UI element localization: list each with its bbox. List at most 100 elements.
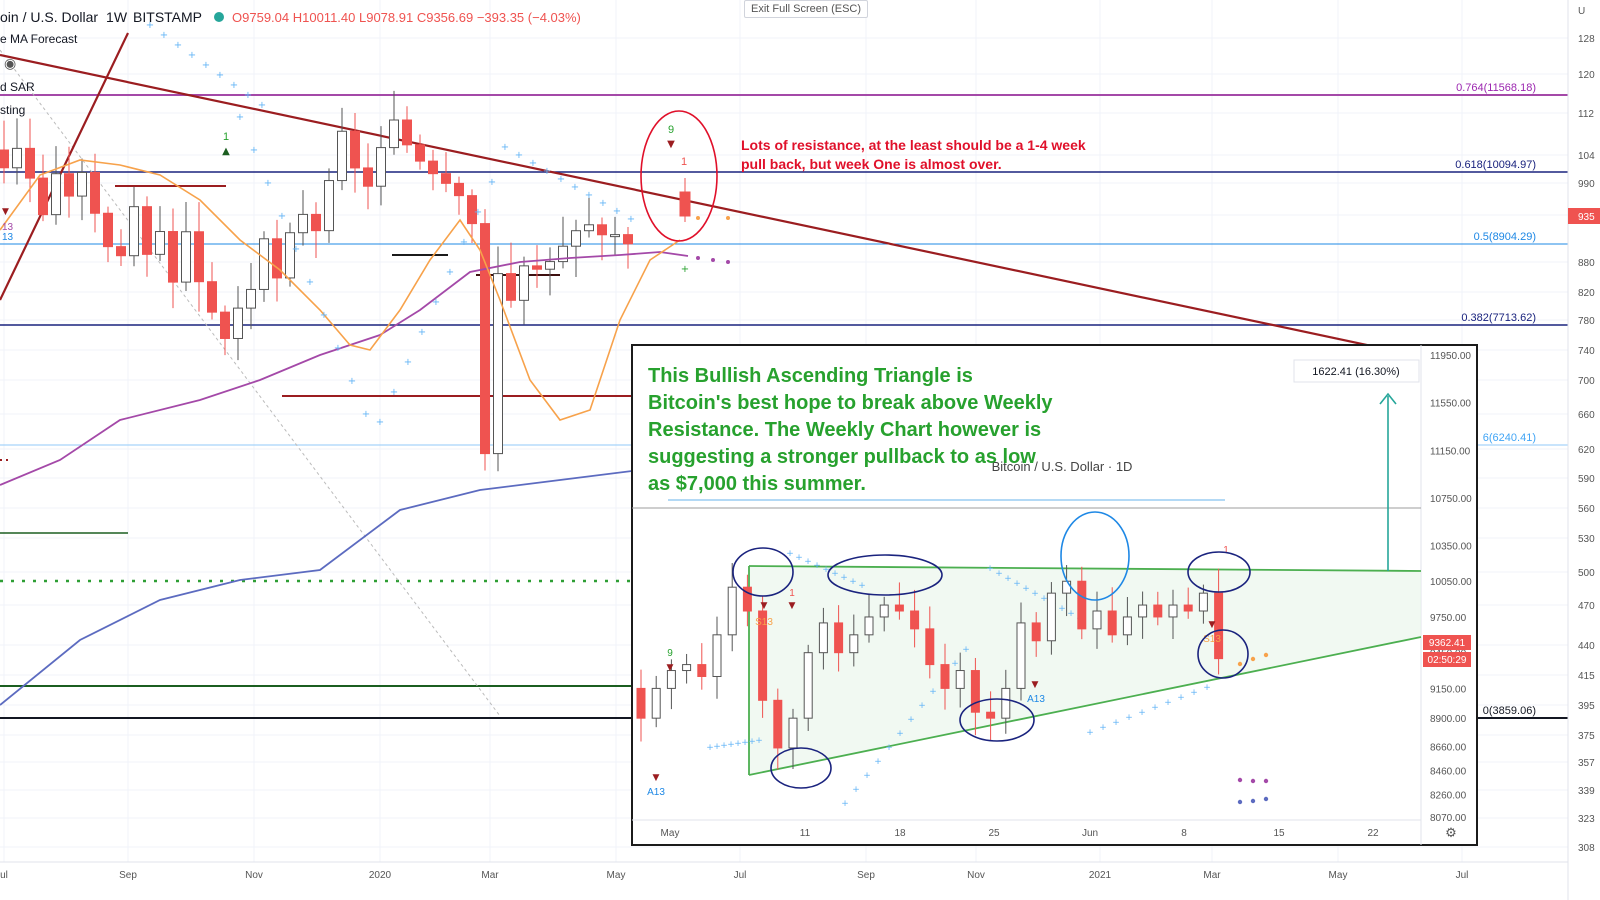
time-tick-label: Mar: [1203, 870, 1221, 881]
weekly-candle: [571, 230, 581, 247]
ma-long-line: [0, 469, 641, 706]
inset-sar-dot: +: [962, 645, 970, 655]
price-tick-label: 415: [1578, 671, 1595, 682]
sar-dot: +: [488, 177, 496, 188]
daily-candle: [697, 664, 707, 677]
forecast-dot: [711, 258, 715, 262]
fib-level-label: 0(3859.06): [1483, 705, 1536, 717]
inset-forecast-dot: [1263, 652, 1269, 658]
weekly-candle: [467, 195, 477, 225]
td-count-marker: 1: [681, 156, 687, 168]
weekly-candle: [259, 238, 269, 290]
inset-time-tick: 25: [988, 828, 1000, 839]
weekly-candle: [285, 232, 295, 279]
inset-sar-dot: +: [795, 553, 803, 563]
inset-sar-dot: +: [813, 561, 821, 571]
indicator-ma-forecast[interactable]: e MA Forecast: [0, 32, 78, 46]
weekly-candle: [415, 144, 425, 162]
sar-dot: +: [681, 264, 689, 275]
weekly-candle: [389, 119, 399, 149]
inset-highlight-ellipse: [732, 547, 794, 597]
interval-label[interactable]: 1W: [106, 9, 128, 25]
price-tick-label: 440: [1578, 641, 1595, 652]
inset-sar-dot: +: [1164, 698, 1172, 708]
daily-candle: [955, 670, 965, 689]
inset-td-marker: S13: [1203, 634, 1221, 645]
sar-dot: +: [585, 190, 593, 201]
inset-sar-dot: +: [1013, 579, 1021, 589]
td-count-marker: 13: [2, 232, 14, 243]
inset-td-marker: 9: [667, 648, 673, 659]
sar-dot: +: [306, 277, 314, 288]
weekly-candle: [584, 224, 594, 232]
sar-dot: +: [446, 267, 454, 278]
inset-sar-dot: +: [1203, 683, 1211, 693]
settings-gear-icon: ⚙: [1445, 826, 1457, 841]
fib-level-label: 0.618(10094.97): [1455, 159, 1536, 171]
weekly-candle: [519, 265, 529, 301]
price-tick-label: 395: [1578, 701, 1595, 712]
sar-dot: +: [515, 150, 523, 161]
weekly-candle: [181, 231, 191, 283]
weekly-candle: [480, 223, 490, 455]
price-tick-label: 112: [1578, 109, 1594, 120]
weekly-candle: [25, 147, 35, 179]
fib-level-label: 0.764(11568.18): [1456, 82, 1536, 94]
time-tick-label: ul: [0, 870, 8, 881]
triangle-annotation-line: This Bullish Ascending Triangle is: [648, 365, 973, 387]
hide-eye-icon[interactable]: ◉: [4, 55, 17, 71]
sar-dot: +: [146, 20, 154, 31]
sar-dot: +: [278, 211, 286, 222]
daily-candle: [1214, 592, 1224, 660]
inset-price-tick: 10350.00: [1430, 542, 1472, 553]
indicator-sar[interactable]: d SAR: [0, 80, 35, 94]
sar-dot: +: [390, 387, 398, 398]
inset-sar-dot: +: [755, 736, 763, 746]
sar-dot: +: [244, 90, 252, 101]
exchange-label: BITSTAMP: [133, 9, 203, 25]
inset-sar-dot: +: [1125, 713, 1133, 723]
inset-time-tick: 11: [800, 828, 811, 839]
forecast-dot: [696, 256, 700, 260]
daily-candle: [910, 610, 920, 630]
inset-sar-dot: +: [1138, 708, 1146, 718]
inset-last-price-tag: [1423, 635, 1471, 650]
ohlc-readout: O9759.04 H10011.40 L9078.91 C9356.69 −39…: [232, 9, 581, 25]
ma-short-line: [0, 159, 681, 421]
sar-dot: +: [613, 206, 621, 217]
inset-price-tick: 8660.00: [1430, 743, 1467, 754]
fib-level-label: 0.382(7713.62): [1461, 312, 1536, 324]
inset-td-marker: A13: [647, 787, 665, 798]
sar-dot: +: [250, 145, 258, 156]
measure-arrow-head-icon: [1379, 392, 1397, 405]
time-tick-label: May: [1329, 870, 1348, 881]
weekly-candle: [155, 231, 165, 255]
inset-time-tick: May: [661, 828, 680, 839]
triangle-bottom-line: [748, 636, 1422, 776]
exit-fullscreen-button[interactable]: Exit Full Screen (ESC): [744, 0, 869, 18]
time-tick-label: Sep: [857, 870, 875, 881]
weekly-candle: [233, 307, 243, 339]
daily-candle: [666, 670, 676, 689]
sar-dot: +: [348, 376, 356, 387]
chart-header: oin / U.S. Dollar 1W BITSTAMP O9759.04 H…: [0, 6, 581, 28]
indicator-sting[interactable]: sting: [0, 103, 26, 117]
sar-dot: +: [474, 207, 482, 218]
inset-price-tick: 8900.00: [1430, 714, 1467, 725]
inset-sar-dot: +: [786, 549, 794, 559]
inset-sar-dot: +: [1099, 723, 1107, 733]
time-tick-label: 2021: [1089, 870, 1112, 881]
buy-arrow-icon: ▲: [222, 146, 230, 157]
inset-price-tick: 10750.00: [1430, 494, 1472, 505]
sar-dot: +: [292, 244, 300, 255]
inset-time-tick: 18: [894, 828, 906, 839]
price-tick-label: 128: [1578, 34, 1595, 45]
inset-highlight-ellipse: [959, 698, 1035, 742]
daily-candle: [1062, 580, 1072, 594]
inset-td-marker: S13: [755, 617, 773, 628]
inset-highlight-ellipse: [1060, 511, 1130, 601]
weekly-candle: [337, 130, 347, 182]
time-tick-label: Sep: [119, 870, 137, 881]
daily-candle: [742, 586, 752, 612]
